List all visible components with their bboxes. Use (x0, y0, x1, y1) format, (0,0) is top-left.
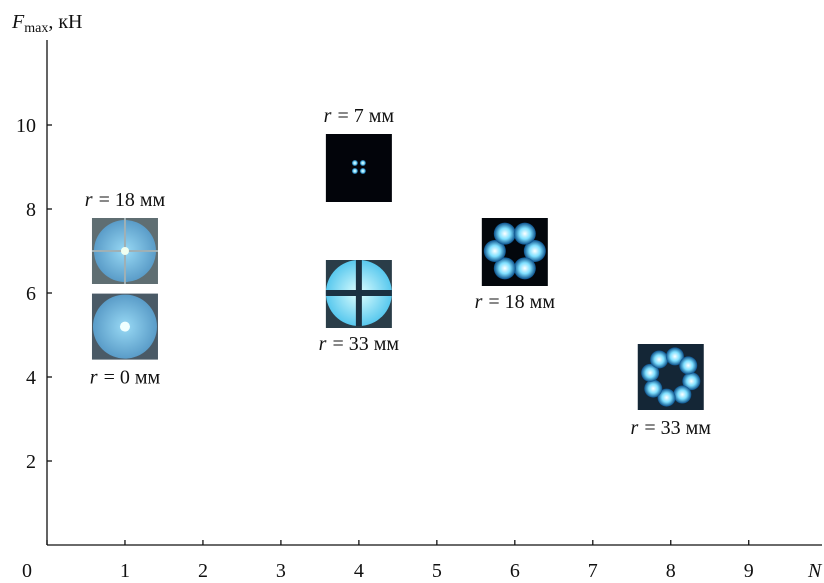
point-label: r= 33 мм (319, 333, 400, 355)
x-tick-label: 1 (120, 560, 130, 578)
image-spot (360, 160, 366, 166)
y-tick-label: 10 (16, 115, 36, 137)
y-tick-label: 4 (26, 367, 36, 389)
point-label: r = 0 мм (90, 367, 161, 389)
image-spot (352, 168, 358, 174)
y-tick-label: 6 (26, 283, 36, 305)
image-spot (673, 386, 691, 404)
image-spot (121, 247, 129, 255)
image-spot (650, 350, 668, 368)
chart: Fmax, кН N 0123456789246810r= 18 ммr= 0 … (0, 0, 824, 578)
image-spot (120, 322, 130, 332)
image-spot (644, 380, 662, 398)
point-image (482, 218, 548, 286)
point-label: r = 18 мм (85, 189, 166, 211)
label-value: = 0 мм (104, 367, 161, 389)
image-bg (326, 134, 392, 202)
point-image (92, 218, 158, 284)
point-image (92, 294, 158, 360)
point-image (326, 134, 392, 202)
y-axis-label: Fmax, кН (11, 11, 83, 36)
image-spot (514, 257, 536, 279)
point-image (326, 260, 392, 328)
x-tick-label: 0 (22, 560, 32, 578)
y-tick-label: 2 (26, 451, 36, 473)
label-value: = 7 мм (337, 105, 394, 127)
x-tick-label: 8 (666, 560, 676, 578)
label-value: = 33 мм (644, 417, 711, 439)
image-spot (352, 160, 358, 166)
label-symbol: r (319, 333, 327, 355)
x-axis-label: N (807, 560, 823, 578)
point-label: r= 33 мм (631, 417, 712, 439)
label-symbol: r (475, 291, 483, 313)
y-label-subscript: max (24, 21, 48, 36)
x-tick-label: 2 (198, 560, 208, 578)
image-spot (360, 168, 366, 174)
y-label-symbol: F (11, 11, 25, 33)
x-tick-label: 4 (354, 560, 364, 578)
x-tick-label: 6 (510, 560, 520, 578)
y-tick-label: 8 (26, 199, 36, 221)
image-spot (679, 356, 697, 374)
image-hole (661, 367, 681, 387)
label-value: = 18 мм (488, 291, 555, 313)
label-symbol: r (631, 417, 639, 439)
label-symbol: r (324, 105, 332, 127)
point-image (638, 344, 704, 410)
label-value: = 18 мм (99, 189, 166, 211)
image-spot (494, 223, 516, 245)
x-tick-label: 9 (744, 560, 754, 578)
label-symbol: r (90, 367, 98, 389)
x-tick-label: 5 (432, 560, 442, 578)
image-spot (514, 223, 536, 245)
x-tick-label: 7 (588, 560, 598, 578)
point-label: r= 7 мм (324, 105, 395, 127)
image-hole (507, 243, 523, 259)
y-label-unit: , кН (48, 11, 82, 33)
label-value: = 33 мм (332, 333, 399, 355)
label-symbol: r (85, 189, 93, 211)
point-label: r= 18 мм (475, 291, 556, 313)
x-tick-label: 3 (276, 560, 286, 578)
